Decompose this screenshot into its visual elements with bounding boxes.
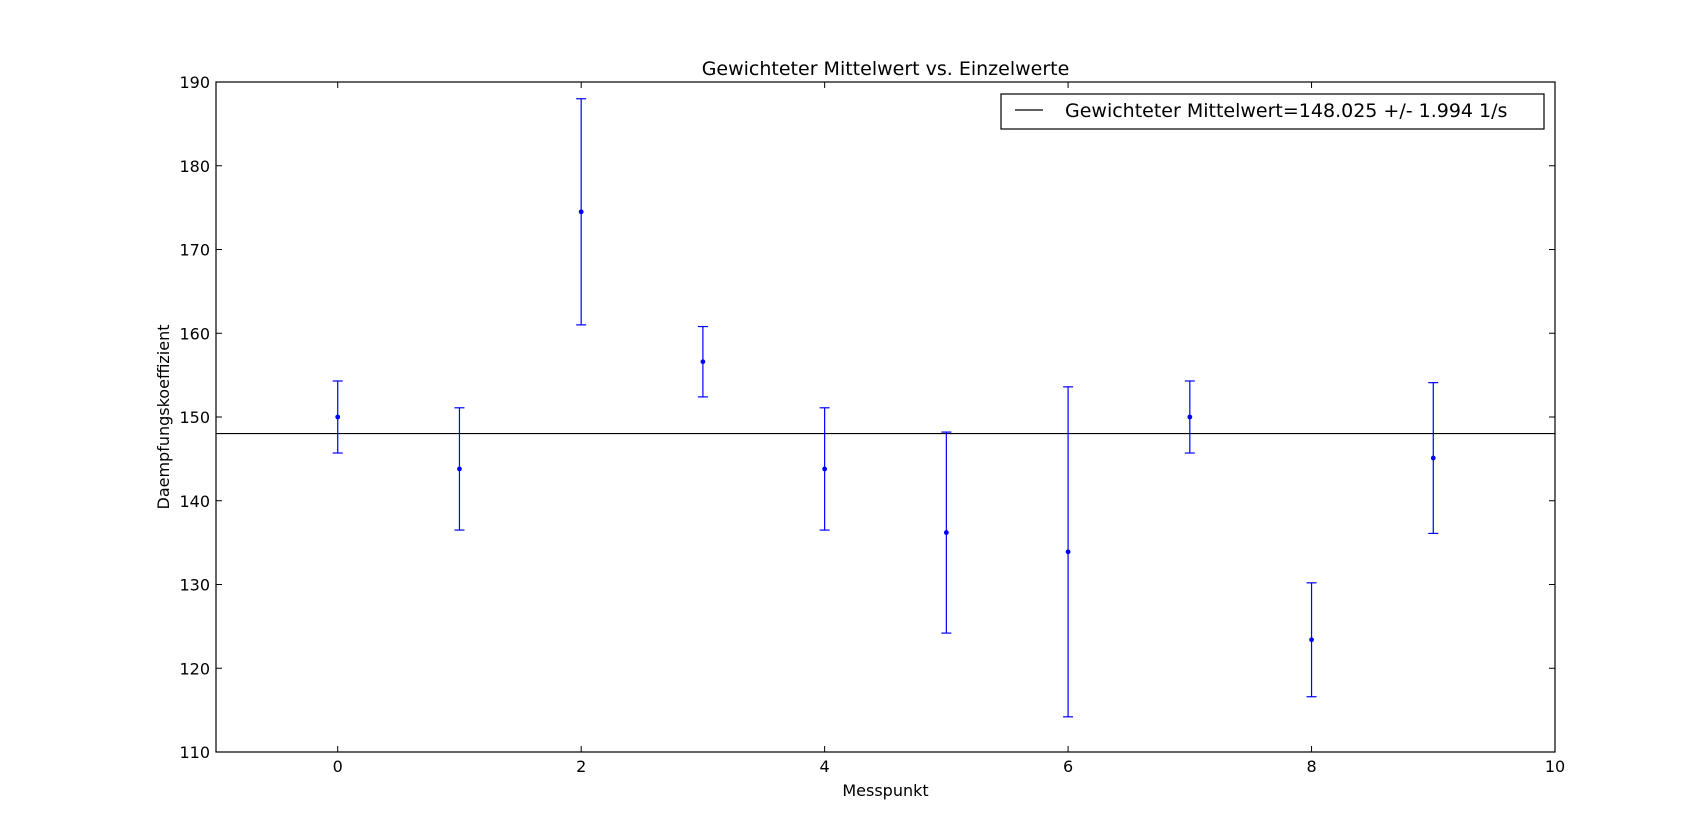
- x-tick-label: 4: [820, 757, 830, 776]
- y-axis-label: Daempfungskoeffizient: [154, 324, 173, 509]
- x-tick-label: 10: [1545, 757, 1565, 776]
- x-tick-label: 2: [576, 757, 586, 776]
- data-marker: [457, 466, 462, 472]
- data-point-6: [1063, 386, 1074, 718]
- legend-entry: Gewichteter Mittelwert=148.025 +/- 1.994…: [1065, 100, 1507, 122]
- y-tick-label: 130: [179, 576, 210, 595]
- y-tick-label: 110: [179, 743, 210, 762]
- data-marker: [1187, 414, 1193, 420]
- y-tick-label: 140: [179, 492, 210, 511]
- data-marker: [1065, 549, 1071, 555]
- x-tick-label: 8: [1306, 757, 1316, 776]
- data-point-4: [819, 407, 830, 531]
- data-marker: [335, 414, 341, 420]
- data-marker: [1430, 455, 1436, 461]
- axis-ticks: 0 2 4 6 8 10 110 120 130 140 150 160 170 180 190: [179, 73, 1565, 776]
- data-marker: [578, 209, 584, 215]
- data-point-2: [576, 98, 587, 326]
- x-axis-label: Messpunkt: [842, 781, 928, 800]
- y-tick-label: 180: [179, 157, 210, 176]
- legend: Gewichteter Mittelwert=148.025 +/- 1.994…: [1000, 93, 1545, 130]
- x-tick-label: 0: [333, 757, 343, 776]
- data-point-3: [697, 325, 708, 398]
- data-point-1: [454, 407, 465, 531]
- data-point-5: [941, 431, 952, 634]
- legend-box: [1000, 93, 1545, 130]
- x-tick-label: 6: [1063, 757, 1073, 776]
- plot-marks: [216, 98, 1555, 718]
- chart-title: Gewichteter Mittelwert vs. Einzelwerte: [702, 58, 1070, 80]
- y-tick-label: 170: [179, 241, 210, 260]
- y-tick-label: 150: [179, 408, 210, 427]
- y-tick-label: 160: [179, 324, 210, 343]
- data-point-7: [1184, 380, 1195, 454]
- data-point-9: [1428, 382, 1439, 535]
- data-marker: [700, 359, 706, 365]
- data-point-8: [1306, 582, 1317, 698]
- data-marker: [1309, 637, 1314, 643]
- y-tick-label: 190: [179, 73, 210, 92]
- data-marker: [822, 466, 828, 472]
- data-point-0: [332, 380, 343, 454]
- data-marker: [943, 530, 949, 535]
- y-tick-label: 120: [179, 659, 210, 678]
